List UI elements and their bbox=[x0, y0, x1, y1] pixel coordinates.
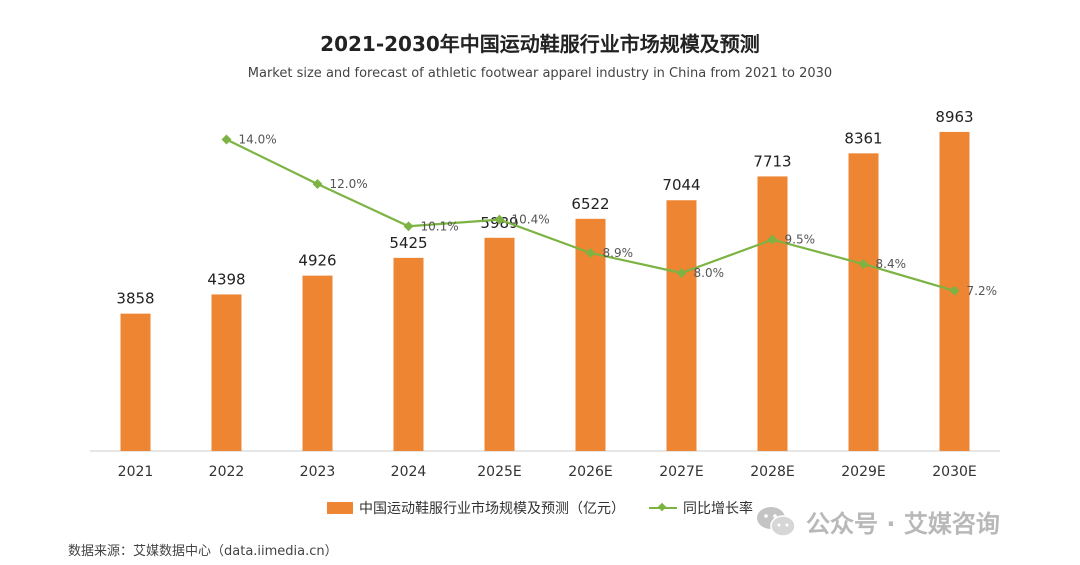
x-tick-2028E: 2028E bbox=[750, 464, 794, 480]
bar-label-2029E: 8361 bbox=[844, 129, 882, 147]
growth-label-2022: 14.0% bbox=[239, 133, 277, 147]
x-tick-2023: 2023 bbox=[300, 464, 336, 480]
bar-2028E bbox=[757, 176, 788, 451]
bar-label-2021: 3858 bbox=[116, 290, 154, 308]
combo-chart: 3858202143982022492620235425202459892025… bbox=[90, 108, 1000, 480]
x-tick-2021: 2021 bbox=[118, 464, 154, 480]
legend-bar-label: 中国运动鞋服行业市场规模及预测（亿元） bbox=[359, 501, 625, 517]
growth-label-2026E: 8.9% bbox=[603, 246, 634, 260]
growth-point-2028E bbox=[767, 234, 778, 245]
bar-2021 bbox=[120, 313, 151, 451]
legend-line-label: 同比增长率 bbox=[683, 501, 753, 517]
wechat-icon bbox=[757, 506, 796, 537]
bar-label-2028E: 7713 bbox=[753, 152, 791, 170]
x-tick-2022: 2022 bbox=[209, 464, 245, 480]
growth-point-2027E bbox=[676, 268, 687, 278]
growth-point-2022 bbox=[221, 134, 232, 145]
chart-subtitle: Market size and forecast of athletic foo… bbox=[247, 66, 833, 81]
bar-2027E bbox=[666, 200, 697, 451]
watermark-text: 公众号 · 艾媒咨询 bbox=[806, 510, 1000, 538]
bar-2023 bbox=[302, 275, 333, 451]
x-tick-2027E: 2027E bbox=[659, 464, 703, 480]
growth-label-2024: 10.1% bbox=[421, 219, 459, 233]
growth-label-2023: 12.0% bbox=[330, 177, 368, 191]
growth-label-2025E: 10.4% bbox=[512, 213, 550, 227]
bar-2024 bbox=[393, 257, 424, 451]
growth-point-2023 bbox=[312, 179, 323, 189]
watermark: 公众号 · 艾媒咨询 bbox=[756, 504, 1000, 539]
growth-point-2026E bbox=[585, 248, 596, 258]
legend-item-line: 同比增长率 bbox=[649, 498, 753, 518]
growth-label-2030E: 7.2% bbox=[967, 284, 998, 298]
x-tick-2024: 2024 bbox=[391, 464, 427, 480]
growth-point-2024 bbox=[403, 221, 414, 232]
x-tick-2025E: 2025E bbox=[477, 464, 521, 480]
growth-label-2029E: 8.4% bbox=[876, 257, 907, 271]
bar-label-2023: 4926 bbox=[298, 252, 336, 270]
chart-legend: 中国运动鞋服行业市场规模及预测（亿元） 同比增长率 bbox=[0, 498, 1080, 518]
bar-2029E bbox=[848, 153, 879, 452]
growth-label-2027E: 8.0% bbox=[694, 266, 725, 280]
legend-item-bar: 中国运动鞋服行业市场规模及预测（亿元） bbox=[327, 498, 625, 518]
x-tick-2029E: 2029E bbox=[841, 464, 885, 480]
x-tick-2030E: 2030E bbox=[932, 464, 976, 480]
legend-bar-swatch bbox=[327, 502, 353, 514]
legend-line-swatch bbox=[649, 502, 677, 514]
bar-label-2027E: 7044 bbox=[662, 176, 700, 194]
growth-label-2028E: 9.5% bbox=[785, 233, 816, 247]
bar-label-2022: 4398 bbox=[207, 270, 245, 288]
x-tick-2026E: 2026E bbox=[568, 464, 612, 480]
bar-2022 bbox=[211, 294, 242, 451]
bar-label-2024: 5425 bbox=[389, 234, 427, 252]
bar-label-2030E: 8963 bbox=[935, 108, 973, 126]
growth-point-2030E bbox=[949, 285, 960, 296]
bar-2025E bbox=[484, 237, 515, 451]
bar-label-2026E: 6522 bbox=[571, 195, 609, 213]
source-note: 数据来源：艾媒数据中心（data.iimedia.cn） bbox=[68, 544, 338, 559]
growth-point-2025E bbox=[494, 214, 505, 225]
growth-point-2029E bbox=[858, 259, 869, 270]
chart-title: 2021-2030年中国运动鞋服行业市场规模及预测 bbox=[320, 32, 760, 56]
